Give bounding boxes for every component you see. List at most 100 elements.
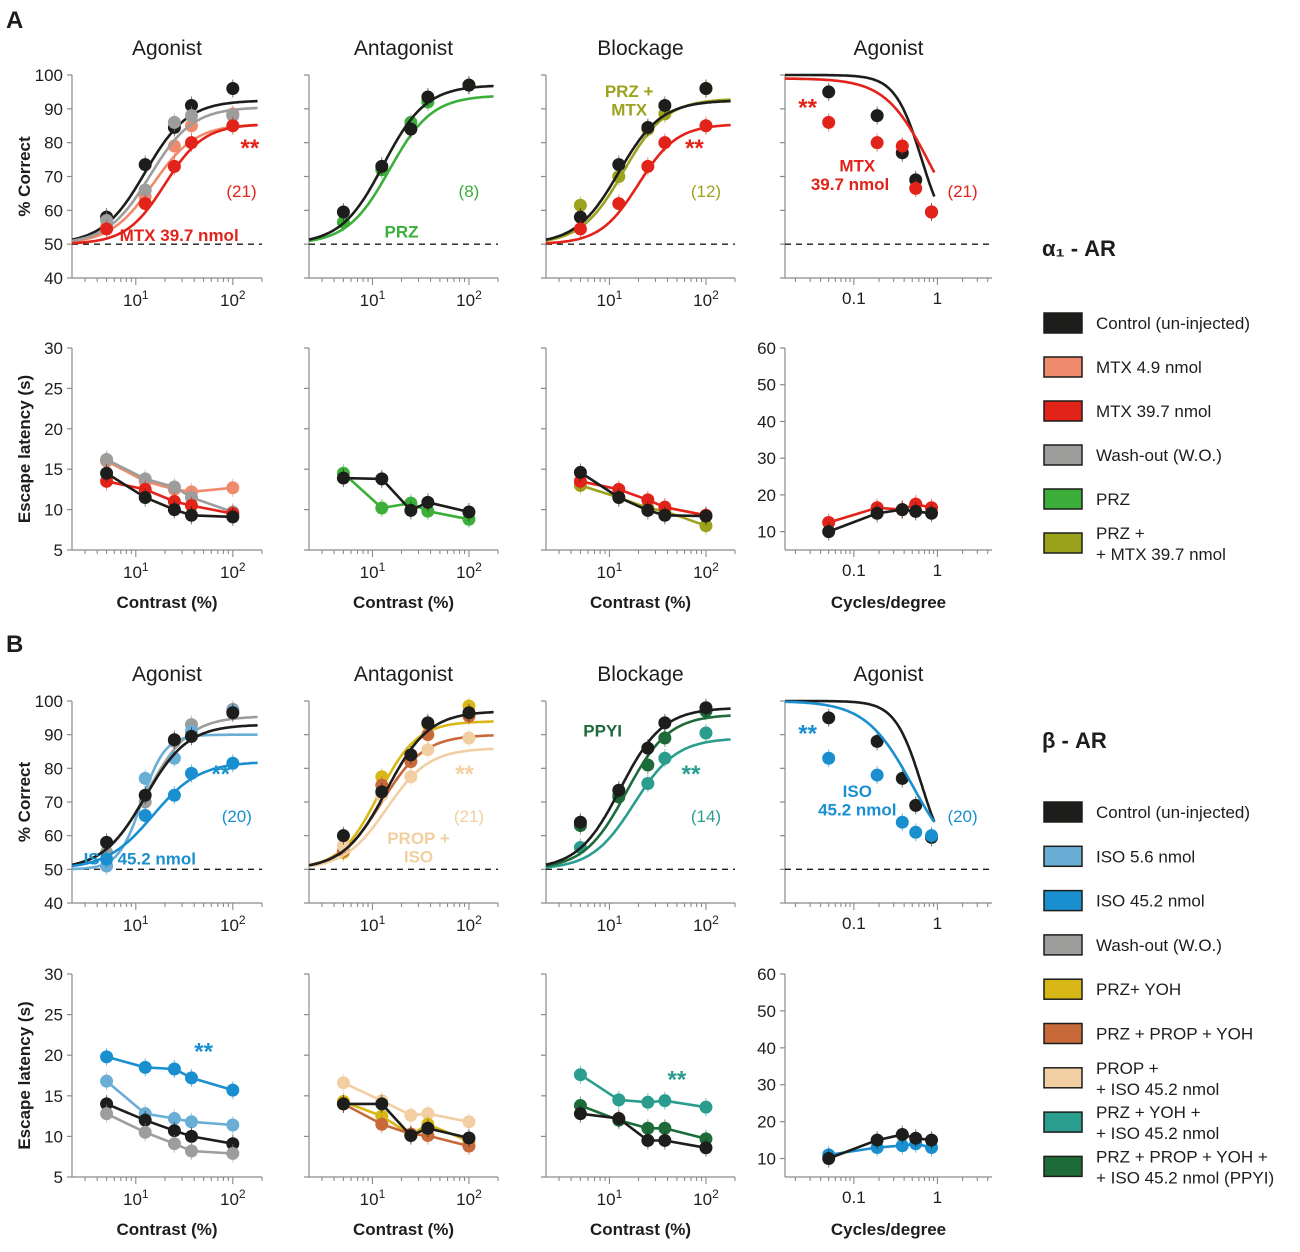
chart-title: Agonist [853, 37, 923, 60]
data-point [138, 788, 152, 802]
data-point [336, 205, 350, 219]
legend-swatch [1043, 1155, 1083, 1178]
chart-A_pc_agonist: 40 50 60 70 80 90 100 101 102 Agonist % Correct ** (… [15, 37, 263, 310]
data-point [226, 82, 240, 96]
data-point [462, 731, 476, 745]
data-point [184, 499, 198, 513]
legend-swatch [1043, 444, 1083, 466]
y-tick-label: 5 [54, 541, 63, 560]
series-iso-45-2-nmol [71, 754, 258, 869]
x-tick-label: 101 [360, 560, 386, 582]
y-axis-label: % Correct [15, 762, 34, 843]
x-tick-label: 0.1 [842, 1188, 866, 1207]
legend-item: MTX 4.9 nmol [1043, 356, 1202, 378]
series-mtx-39-7-nmol [71, 116, 258, 245]
y-tick-label: 40 [757, 412, 776, 431]
y-tick-label: 10 [757, 523, 776, 542]
chart-A_pc_antagonist: 101 102 Antagonist (8) PRZ [304, 37, 499, 310]
legend-swatch [1043, 1067, 1083, 1089]
annotation: ** [668, 1067, 687, 1094]
legend-swatch [1043, 488, 1083, 510]
y-tick-label: 40 [757, 1039, 776, 1058]
y-tick-label: 60 [757, 965, 776, 984]
data-point [699, 119, 713, 133]
chart-title: Blockage [597, 37, 683, 60]
legend-swatch [1043, 312, 1083, 334]
data-point [167, 1062, 181, 1076]
data-point [641, 776, 655, 790]
fit-curve [784, 700, 936, 823]
data-point [612, 197, 626, 211]
data-point [895, 139, 909, 153]
data-point [138, 1060, 152, 1074]
x-tick-label: 101 [123, 913, 149, 935]
legend-item: PRZ + PROP + YOH + + ISO 45.2 nmol (PPYI) [1043, 1147, 1274, 1187]
y-tick-label: 60 [44, 827, 63, 846]
data-point [138, 158, 152, 172]
series-control-un-injected- [100, 1094, 240, 1153]
x-tick-label: 102 [456, 560, 482, 582]
data-point [375, 472, 389, 486]
annotation: PRZ [385, 222, 419, 241]
data-point [404, 122, 418, 136]
data-point [699, 701, 713, 715]
data-point [699, 519, 713, 533]
data-point [909, 181, 923, 195]
data-point [658, 136, 672, 150]
y-tick-label: 100 [35, 66, 63, 85]
x-tick-label: 102 [220, 1187, 246, 1209]
data-point [895, 1139, 909, 1153]
data-point [641, 741, 655, 755]
series-control-un-injected- [71, 703, 258, 867]
data-point [421, 728, 435, 742]
data-point [100, 1097, 114, 1111]
y-tick-label: 40 [44, 894, 63, 913]
legend-swatch [1043, 845, 1083, 868]
legend-item: PRZ + + MTX 39.7 nmol [1043, 524, 1226, 564]
fit-curve [308, 710, 494, 867]
chart-title: Antagonist [354, 37, 453, 60]
data-point [100, 1050, 114, 1064]
data-point [100, 1107, 114, 1121]
x-tick-label: 102 [693, 288, 719, 310]
data-point [226, 1146, 240, 1160]
fit-curve [785, 699, 936, 823]
data-point [226, 1083, 240, 1097]
data-point [167, 733, 181, 747]
annotation: ** [682, 761, 701, 788]
annotation: ** [798, 95, 817, 122]
legend-item: ISO 5.6 nmol [1043, 845, 1195, 868]
x-tick-label: 1 [933, 561, 942, 580]
y-tick-label: 5 [54, 1168, 63, 1187]
section-letter: B [6, 631, 23, 658]
data-point [641, 1133, 655, 1147]
x-tick-label: 101 [597, 560, 623, 582]
data-point [226, 706, 240, 720]
data-point [641, 1095, 655, 1109]
chart-title: Agonist [132, 663, 202, 686]
legend-item: PROP + + ISO 45.2 nmol [1043, 1059, 1219, 1099]
y-tick-label: 30 [757, 1076, 776, 1095]
legend-swatch [1043, 934, 1083, 956]
data-point [822, 751, 836, 765]
y-tick-label: 20 [757, 486, 776, 505]
annotation: (20) [947, 807, 977, 826]
y-tick-label: 80 [44, 759, 63, 778]
x-axis-label: Cycles/degree [831, 1220, 946, 1239]
legend-item: Wash-out (W.O.) [1043, 934, 1222, 956]
data-point [184, 1129, 198, 1143]
annotation: PPYI [583, 721, 622, 740]
annotation: MTX [611, 101, 648, 120]
y-tick-label: 20 [757, 1113, 776, 1132]
data-point [641, 1121, 655, 1135]
x-tick-label: 0.1 [842, 914, 866, 933]
chart-title: Agonist [853, 663, 923, 686]
legend-label: PRZ + YOH + [1096, 1103, 1201, 1122]
y-tick-label: 90 [44, 726, 63, 745]
x-tick-label: 1 [933, 1188, 942, 1207]
data-point [404, 770, 418, 784]
annotation: (21) [454, 807, 484, 826]
